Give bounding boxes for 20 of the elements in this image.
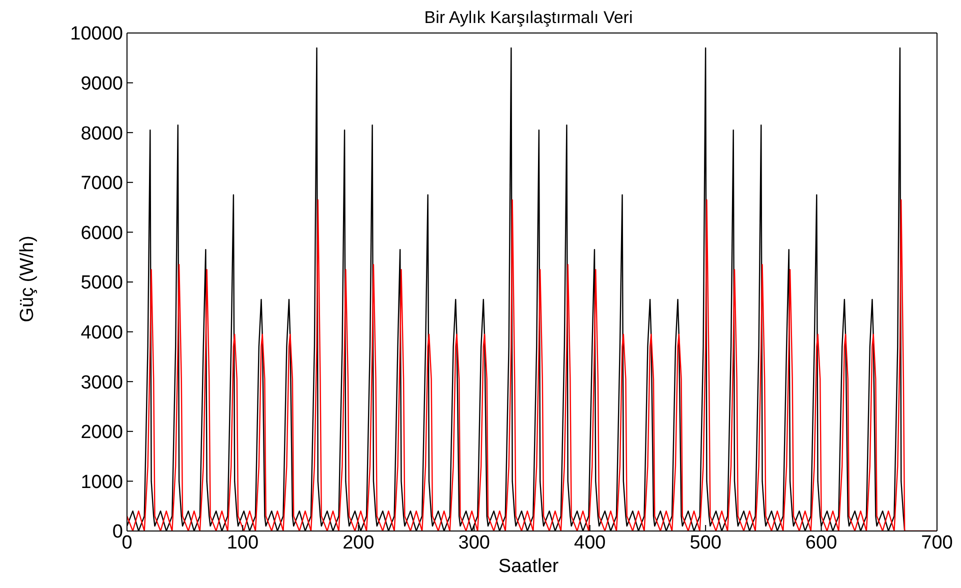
x-tick-label: 200 [342,532,374,554]
x-tick-label: 700 [921,532,953,554]
y-tick-label: 6000 [80,222,123,244]
x-tick-label: 400 [574,532,606,554]
y-tick-label: 1000 [80,472,123,493]
x-tick-label: 300 [458,532,490,554]
x-tick-label: 600 [805,532,838,554]
y-tick-label: 8000 [80,123,123,144]
y-tick-label: 2000 [80,422,123,444]
y-tick-label: 9000 [80,74,123,95]
y-tick-label: 5000 [80,272,123,294]
y-tick-label: 3000 [80,372,123,394]
x-axis-title: Saatler [497,556,560,578]
y-tick-label: 7000 [80,173,123,194]
x-tick-label: 100 [226,532,259,554]
y-tick-label: 4000 [80,322,123,344]
y-axis-title: Güç (W/h) [17,234,39,324]
chart-title: Bir Aylık Karşılaştırmalı Veri [423,8,634,28]
x-tick-label: 500 [690,532,722,554]
y-tick-label: 10000 [70,24,123,45]
